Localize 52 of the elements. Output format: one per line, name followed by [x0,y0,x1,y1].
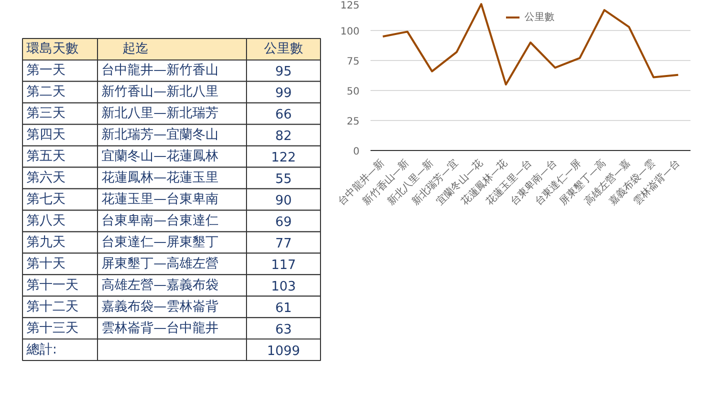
text: 第三天 [26,106,66,122]
text: 122 [271,150,296,166]
text: 台東達仁—屏東墾丁 [102,234,218,250]
text: 第十一天 [26,278,78,293]
text: 台東卑南—台東達仁 [102,213,218,228]
text: 90 [275,194,292,208]
text: 新竹香山—新北八里 [102,84,218,100]
text: 新北八里—新北瑞芳 [102,106,218,122]
text: 高雄左營—嘉義布袋 [102,276,218,293]
text: 第十三天 [26,320,78,336]
text: 第二天 [26,84,66,100]
text: 66 [275,108,292,123]
text: 環島天數 [26,42,78,57]
text: 雲林崙背—台中龍井 [102,320,218,336]
text: 82 [275,129,292,144]
text: 第十天 [26,256,66,272]
text: 61 [275,300,292,316]
text: 55 [275,172,292,188]
text: 宜蘭冬山—花蓮鳳林 [102,148,218,164]
text: 台中龍井—新竹香山 [102,63,218,78]
text: 屏東墾丁—高雄左營 [102,255,218,272]
text: 第六天 [26,170,66,186]
y-tick-label: 75 [346,56,360,68]
y-tick-label: 0 [353,146,360,158]
y-tick-label: 100 [340,26,360,38]
text: 第四天 [26,128,66,143]
legend-label: 公里數 [524,11,554,24]
text: 95 [275,64,292,80]
y-tick-label: 25 [346,116,360,128]
text: 新北瑞芳—宜蘭冬山 [102,126,218,143]
text: 99 [275,86,292,102]
text: 嘉義布袋—雲林崙背 [102,299,218,314]
text: 第五天 [26,149,66,164]
text: 69 [275,214,292,230]
text: 第九天 [26,234,66,250]
text: 第一天 [26,63,66,78]
text: 103 [271,279,296,294]
y-tick-label: 125 [340,0,360,12]
text: 63 [275,322,292,338]
text: 花蓮鳳林—花蓮玉里 [102,170,218,186]
line-series [382,3,680,86]
text: 第八天 [26,213,66,228]
text: 公里數 [264,42,303,57]
y-tick-label: 50 [346,86,360,98]
text: 1099 [266,344,300,359]
text: 117 [271,258,296,273]
text: 第七天 [26,192,66,207]
text: 第十二天 [26,299,78,314]
text: 77 [275,236,292,252]
text: 起迄 [122,42,148,57]
text: 總計: [26,342,57,358]
text: 花蓮玉里—台東卑南 [102,192,218,207]
